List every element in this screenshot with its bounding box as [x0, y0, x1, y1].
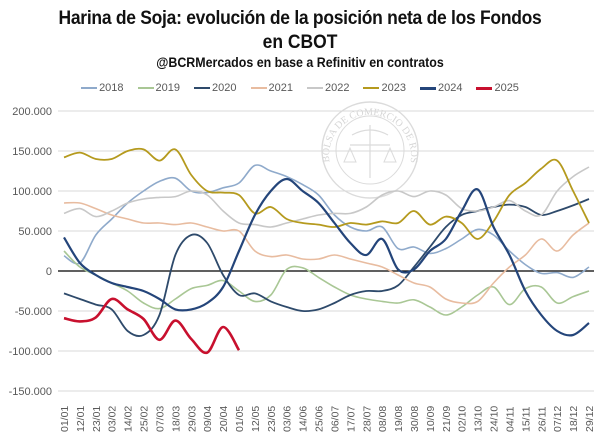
x-tick-label: 07/12: [552, 406, 564, 432]
y-tick-label: 200.000: [12, 106, 52, 118]
x-tick-label: 20/04: [218, 406, 230, 432]
series-line-2019: [63, 250, 590, 316]
y-tick-label: 0: [46, 266, 52, 278]
legend-label: 2018: [99, 82, 124, 94]
legend-swatch: [250, 87, 267, 89]
legend-item-2024: 2024: [419, 82, 463, 94]
legend-swatch: [307, 87, 323, 89]
legend-item-2021: 2021: [250, 82, 293, 94]
legend-item-2025: 2025: [476, 82, 519, 94]
x-tick-label: 03/06: [282, 406, 294, 432]
x-tick-label: 29/03: [186, 406, 198, 432]
y-tick-label: -100.000: [9, 346, 52, 358]
y-tick-label: 50.000: [18, 226, 52, 238]
x-tick-label: 30/08: [409, 406, 421, 432]
x-tick-label: 15/11: [520, 406, 532, 432]
x-tick-label: 12/05: [250, 406, 262, 432]
x-tick-label: 28/07: [361, 406, 373, 432]
legend-swatch: [476, 86, 493, 90]
y-tick-label: 150.000: [12, 146, 52, 158]
x-tick-label: 01/05: [234, 406, 246, 432]
x-tick-label: 07/03: [154, 406, 166, 432]
legend-label: 2023: [381, 82, 406, 94]
series-lines: [63, 147, 590, 355]
legend-swatch: [81, 87, 98, 89]
x-tick-label: 17/07: [345, 406, 357, 432]
legend-item-2019: 2019: [137, 82, 181, 94]
y-tick-label: -50.000: [15, 306, 52, 318]
x-tick-label: 14/02: [123, 406, 135, 432]
legend-item-2020: 2020: [194, 82, 237, 94]
y-tick-label: -150.000: [9, 386, 52, 398]
watermark-seal: BOLSA DE COMERCIO DE ROSARIO: [0, 0, 419, 199]
series-line-2025: [63, 297, 241, 355]
x-tick-label: 23/01: [91, 406, 103, 432]
x-tick-label: 10/09: [425, 406, 437, 432]
x-tick-label: 09/04: [202, 406, 214, 432]
x-tick-label: 06/07: [329, 406, 341, 432]
series-line-2018: [63, 164, 590, 279]
legend-label: 2025: [494, 82, 519, 94]
legend-label: 2019: [155, 82, 181, 94]
legend-swatch: [363, 87, 380, 89]
series-line-2021: [63, 201, 590, 305]
chart-title: Harina de Soja: evolución de la posición…: [58, 8, 542, 29]
chart-title-line2: en CBOT: [262, 32, 338, 53]
x-tick-label: 12/01: [75, 406, 87, 432]
y-axis: 200.000 150.000 100.000 50.000 0 -50.000 -100.…: [9, 106, 52, 398]
x-tick-label: 04/11: [504, 406, 516, 432]
x-tick-label: 24/10: [489, 406, 501, 432]
legend-swatch: [137, 87, 154, 89]
legend-label: 2020: [212, 82, 237, 94]
x-axis: 01/01 12/01 23/01 03/02 14/02 25/02 07/03 18/03…: [59, 406, 596, 432]
legend-item-2023: 2023: [363, 82, 406, 94]
x-tick-label: 23/05: [266, 406, 278, 432]
chart-subtitle: @BCRMercados en base a Refinitiv en cont…: [156, 55, 444, 70]
x-tick-label: 29/12: [584, 406, 596, 432]
x-tick-label: 18/12: [568, 406, 580, 432]
x-tick-label: 08/08: [377, 406, 389, 432]
chart-legend: 2018 2019 2020 2021 2022 2023 2024 2025: [0, 82, 600, 94]
legend-item-2022: 2022: [307, 82, 349, 94]
legend-swatch: [194, 87, 211, 89]
legend-label: 2021: [268, 82, 293, 94]
series-line-2020: [63, 198, 590, 337]
x-tick-label: 26/11: [536, 406, 548, 432]
legend-label: 2024: [437, 82, 463, 94]
x-tick-label: 01/01: [59, 406, 71, 432]
x-tick-label: 21/09: [441, 406, 453, 432]
y-tick-label: 100.000: [12, 186, 52, 198]
x-tick-label: 03/02: [107, 406, 119, 432]
x-tick-label: 13/10: [473, 406, 485, 432]
x-tick-label: 18/03: [170, 406, 182, 432]
series-line-2022: [63, 166, 590, 228]
x-tick-label: 25/06: [314, 406, 326, 432]
legend-item-2018: 2018: [81, 82, 124, 94]
series-line-2024: [63, 177, 590, 337]
x-tick-label: 19/08: [393, 406, 405, 432]
legend-swatch: [419, 86, 436, 90]
legend-label: 2022: [325, 82, 350, 94]
x-tick-label: 14/06: [298, 406, 310, 432]
x-tick-label: 02/10: [457, 406, 469, 432]
series-line-2023: [63, 147, 590, 240]
watermark-text: BOLSA DE COMERCIO DE ROSARIO: [0, 0, 419, 163]
x-tick-label: 25/02: [139, 406, 151, 432]
